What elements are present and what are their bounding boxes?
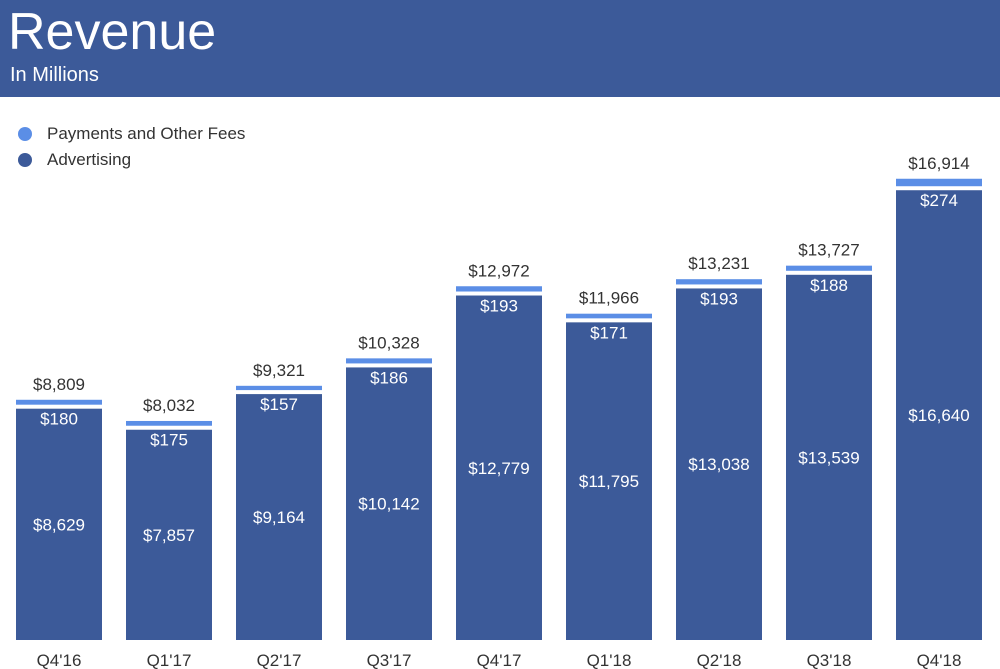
bar-payments bbox=[346, 358, 432, 364]
bar-advertising bbox=[566, 322, 652, 640]
bar-payments bbox=[236, 385, 322, 391]
payments-label: $157 bbox=[260, 395, 298, 414]
x-tick-label: Q4'17 bbox=[477, 651, 522, 669]
payments-label: $180 bbox=[40, 410, 78, 429]
total-label: $13,727 bbox=[798, 241, 859, 260]
advertising-label: $8,629 bbox=[33, 515, 85, 534]
legend-label-advertising: Advertising bbox=[47, 150, 132, 169]
bar-advertising bbox=[896, 190, 982, 640]
payments-label: $188 bbox=[810, 276, 848, 295]
bar-advertising bbox=[676, 288, 762, 640]
advertising-label: $11,795 bbox=[579, 472, 639, 491]
bar-advertising bbox=[236, 394, 322, 640]
x-tick-label: Q4'18 bbox=[917, 651, 962, 669]
advertising-label: $13,539 bbox=[798, 448, 859, 467]
advertising-label: $10,142 bbox=[358, 495, 419, 514]
bar-payments bbox=[896, 178, 982, 187]
x-tick-label: Q1'18 bbox=[587, 651, 632, 669]
x-tick-label: Q3'17 bbox=[367, 651, 412, 669]
total-label: $8,032 bbox=[143, 396, 195, 415]
x-tick-label: Q2'18 bbox=[697, 651, 742, 669]
advertising-label: $12,779 bbox=[468, 459, 529, 478]
x-tick-label: Q2'17 bbox=[257, 651, 302, 669]
bar-advertising bbox=[16, 408, 102, 640]
circle-icon bbox=[18, 153, 32, 167]
payments-label: $274 bbox=[920, 191, 958, 210]
payments-label: $193 bbox=[700, 289, 738, 308]
legend-item-advertising: Advertising bbox=[18, 147, 245, 173]
chart-subtitle: In Millions bbox=[10, 64, 99, 86]
payments-label: $171 bbox=[590, 323, 628, 342]
total-label: $10,328 bbox=[358, 333, 419, 352]
x-tick-label: Q1'17 bbox=[147, 651, 192, 669]
bar-payments bbox=[566, 313, 652, 319]
total-label: $13,231 bbox=[688, 254, 749, 273]
circle-icon bbox=[18, 127, 32, 141]
chart-header: Revenue In Millions bbox=[0, 0, 1000, 97]
advertising-label: $13,038 bbox=[688, 455, 749, 474]
advertising-label: $9,164 bbox=[253, 508, 305, 527]
x-tick-label: Q4'16 bbox=[37, 651, 82, 669]
total-label: $16,914 bbox=[908, 154, 969, 173]
revenue-bar-chart: $8,809 $180 $8,629 Q4'16 $8,032 $175 $7,857 Q1'… bbox=[16, 154, 982, 669]
bar-advertising bbox=[786, 274, 872, 640]
payments-label: $193 bbox=[480, 297, 518, 316]
total-label: $11,966 bbox=[579, 289, 639, 308]
bar-payments bbox=[126, 420, 212, 426]
payments-label: $175 bbox=[150, 431, 188, 450]
bar-payments bbox=[786, 265, 872, 271]
x-tick-label: Q3'18 bbox=[807, 651, 852, 669]
chart-title: Revenue bbox=[8, 3, 217, 61]
advertising-label: $16,640 bbox=[908, 406, 969, 425]
bar-payments bbox=[16, 399, 102, 405]
payments-label: $186 bbox=[370, 368, 408, 387]
bar-advertising bbox=[346, 367, 432, 640]
legend-item-payments: Payments and Other Fees bbox=[18, 121, 245, 147]
total-label: $8,809 bbox=[33, 375, 85, 394]
bar-advertising bbox=[456, 295, 542, 640]
legend-label-payments: Payments and Other Fees bbox=[47, 124, 246, 143]
bar-payments bbox=[676, 279, 762, 285]
total-label: $9,321 bbox=[253, 361, 305, 380]
bar-advertising bbox=[126, 429, 212, 640]
bar-payments bbox=[456, 286, 542, 292]
legend: Payments and Other Fees Advertising bbox=[18, 121, 245, 173]
advertising-label: $7,857 bbox=[143, 526, 195, 545]
total-label: $12,972 bbox=[468, 261, 529, 280]
